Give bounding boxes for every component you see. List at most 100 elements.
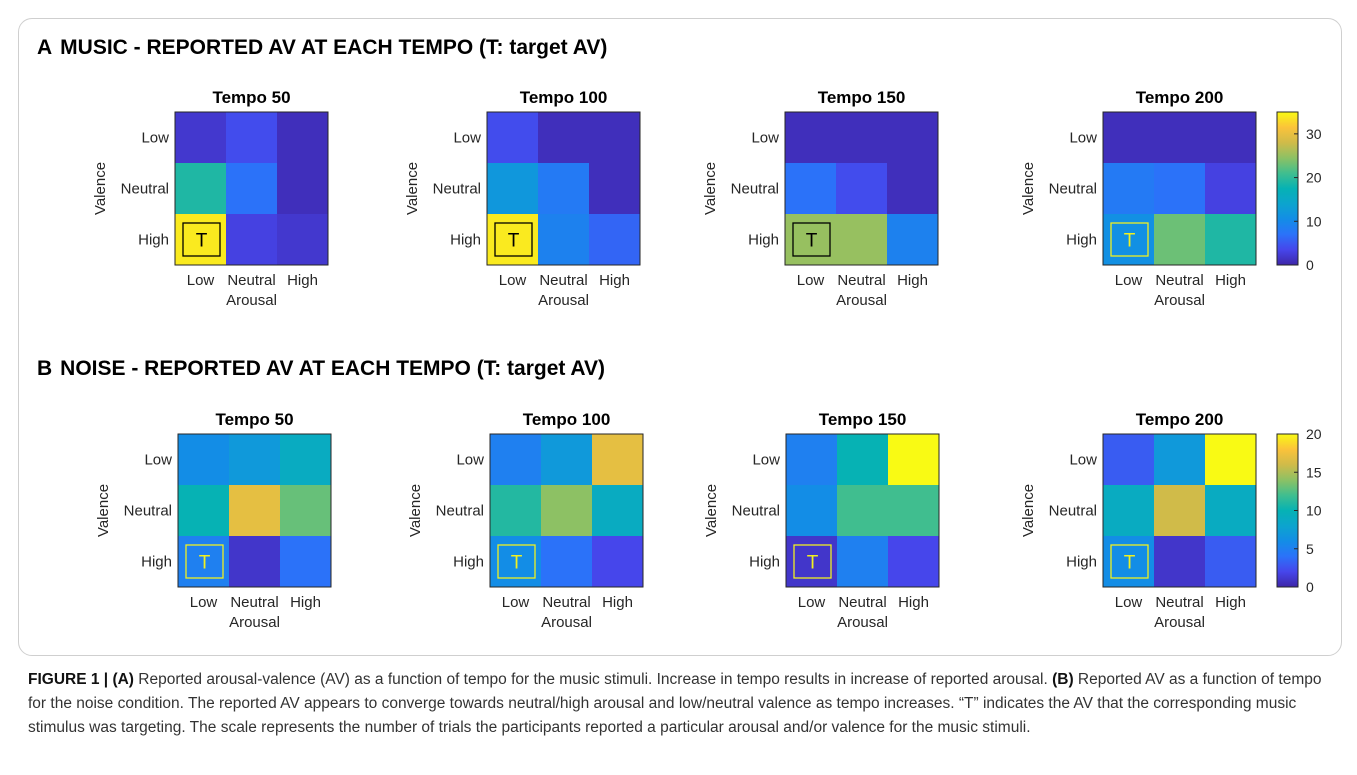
heatmap-cell	[589, 112, 641, 164]
heatmap-title: Tempo 200	[1136, 410, 1224, 429]
target-marker-label: T	[807, 553, 819, 574]
colorbar-tick-label: 10	[1306, 213, 1322, 229]
target-marker-box	[494, 222, 533, 257]
y-axis-label: Valence	[92, 162, 109, 215]
heatmap-title: Tempo 150	[818, 88, 906, 107]
heatmap-title: Tempo 200	[1136, 88, 1224, 107]
y-tick-label: High	[1066, 554, 1097, 571]
colorbar-tick-label: 10	[1306, 503, 1322, 519]
heatmap-cell	[487, 112, 539, 164]
colorbar-tick-label: 20	[1306, 170, 1322, 186]
heatmap-cell	[1154, 536, 1206, 588]
heatmap-cell	[280, 485, 332, 537]
heatmap-axes-box	[784, 111, 939, 266]
colorbar-tick-label: 15	[1306, 464, 1322, 480]
heatmap-cell	[1103, 434, 1155, 486]
heatmap-cell	[887, 214, 939, 266]
heatmap-cell	[1205, 163, 1257, 215]
heatmap-cell	[277, 112, 329, 164]
figure-caption: FIGURE 1 | (A) Reported arousal-valence …	[28, 668, 1333, 740]
panel-b-letter: B	[37, 357, 53, 380]
y-tick-label: Low	[751, 130, 779, 147]
heatmap-cell	[1154, 434, 1206, 486]
heatmap-cell	[229, 485, 281, 537]
heatmap-axes-box	[489, 433, 644, 588]
y-axis-label: Valence	[1020, 484, 1037, 537]
x-tick-label: Neutral	[1155, 594, 1203, 611]
heatmap-cell	[277, 214, 329, 266]
heatmap-cell	[229, 434, 281, 486]
colorbar	[1276, 111, 1299, 266]
heatmap-cell	[226, 214, 278, 266]
heatmap-cell	[592, 434, 644, 486]
y-tick-label: Neutral	[436, 503, 484, 520]
y-tick-label: High	[453, 554, 484, 571]
heatmap-cell	[1154, 163, 1206, 215]
y-axis-label: Valence	[1020, 162, 1037, 215]
heatmap-cell	[541, 434, 593, 486]
x-tick-label: Neutral	[542, 594, 590, 611]
heatmap-cell	[589, 163, 641, 215]
y-tick-label: Neutral	[731, 181, 779, 198]
heatmap-cell	[1154, 485, 1206, 537]
heatmap-cell	[1205, 214, 1257, 266]
caption-b-marker: (B)	[1052, 671, 1074, 688]
y-axis-label: Valence	[702, 162, 719, 215]
heatmap-cell	[175, 163, 227, 215]
heatmap-cell	[277, 163, 329, 215]
heatmap-cell	[589, 214, 641, 266]
x-axis-label: Arousal	[1154, 292, 1205, 309]
target-marker-label: T	[1124, 553, 1136, 574]
heatmap-figure: Tempo 50 T Low Neutral High Low Neutral High Aro…	[92, 88, 1322, 631]
target-marker-box	[1110, 544, 1149, 579]
colorbar-tick-label: 30	[1306, 126, 1322, 142]
caption-a-marker: (A)	[112, 671, 134, 688]
heatmap-cell	[1103, 163, 1155, 215]
colorbar-tick-label: 5	[1306, 541, 1314, 557]
heatmap-cell	[541, 485, 593, 537]
y-tick-label: Low	[144, 452, 172, 469]
heatmap-cell	[280, 536, 332, 588]
y-tick-label: Low	[141, 130, 169, 147]
y-tick-label: High	[749, 554, 780, 571]
heatmap-cell	[592, 536, 644, 588]
heatmap-cell	[1205, 536, 1257, 588]
y-tick-label: Neutral	[1049, 503, 1097, 520]
panel-a-letter: A	[37, 36, 53, 59]
heatmap-cell	[178, 434, 230, 486]
panel-b-title: B NOISE - REPORTED AV AT EACH TEMPO (T: t…	[37, 357, 605, 381]
heatmap-cell	[837, 434, 889, 486]
heatmap-cell	[785, 163, 837, 215]
colorbar-tick-label: 0	[1306, 257, 1314, 273]
heatmap-cell	[229, 536, 281, 588]
y-axis-label: Valence	[404, 162, 421, 215]
y-tick-label: Low	[453, 130, 481, 147]
panel-b-title-text: NOISE - REPORTED AV AT EACH TEMPO (T: ta…	[60, 357, 606, 380]
heatmap-axes-box	[174, 111, 329, 266]
heatmap-cell	[837, 485, 889, 537]
heatmap-title: Tempo 50	[215, 410, 293, 429]
heatmap-axes-box	[177, 433, 332, 588]
target-marker-label: T	[1124, 231, 1136, 252]
y-tick-label: Neutral	[121, 181, 169, 198]
heatmap-cell	[836, 112, 888, 164]
heatmap-cell	[836, 163, 888, 215]
x-axis-label: Arousal	[836, 292, 887, 309]
heatmap-cell	[490, 485, 542, 537]
x-tick-label: High	[897, 272, 928, 289]
heatmap-cell	[887, 112, 939, 164]
x-tick-label: High	[599, 272, 630, 289]
colorbar-tick-label: 0	[1306, 579, 1314, 595]
x-axis-label: Arousal	[538, 292, 589, 309]
y-tick-label: Low	[1069, 130, 1097, 147]
x-tick-label: Low	[499, 272, 527, 289]
heatmap-axes-box	[1102, 111, 1257, 266]
target-marker-box	[1110, 222, 1149, 257]
target-marker-box	[793, 544, 832, 579]
heatmap-cell	[888, 536, 940, 588]
target-marker-box	[185, 544, 224, 579]
y-tick-label: High	[138, 232, 169, 249]
target-marker-label: T	[199, 553, 211, 574]
heatmap-title: Tempo 100	[520, 88, 608, 107]
heatmap-cell	[538, 112, 590, 164]
